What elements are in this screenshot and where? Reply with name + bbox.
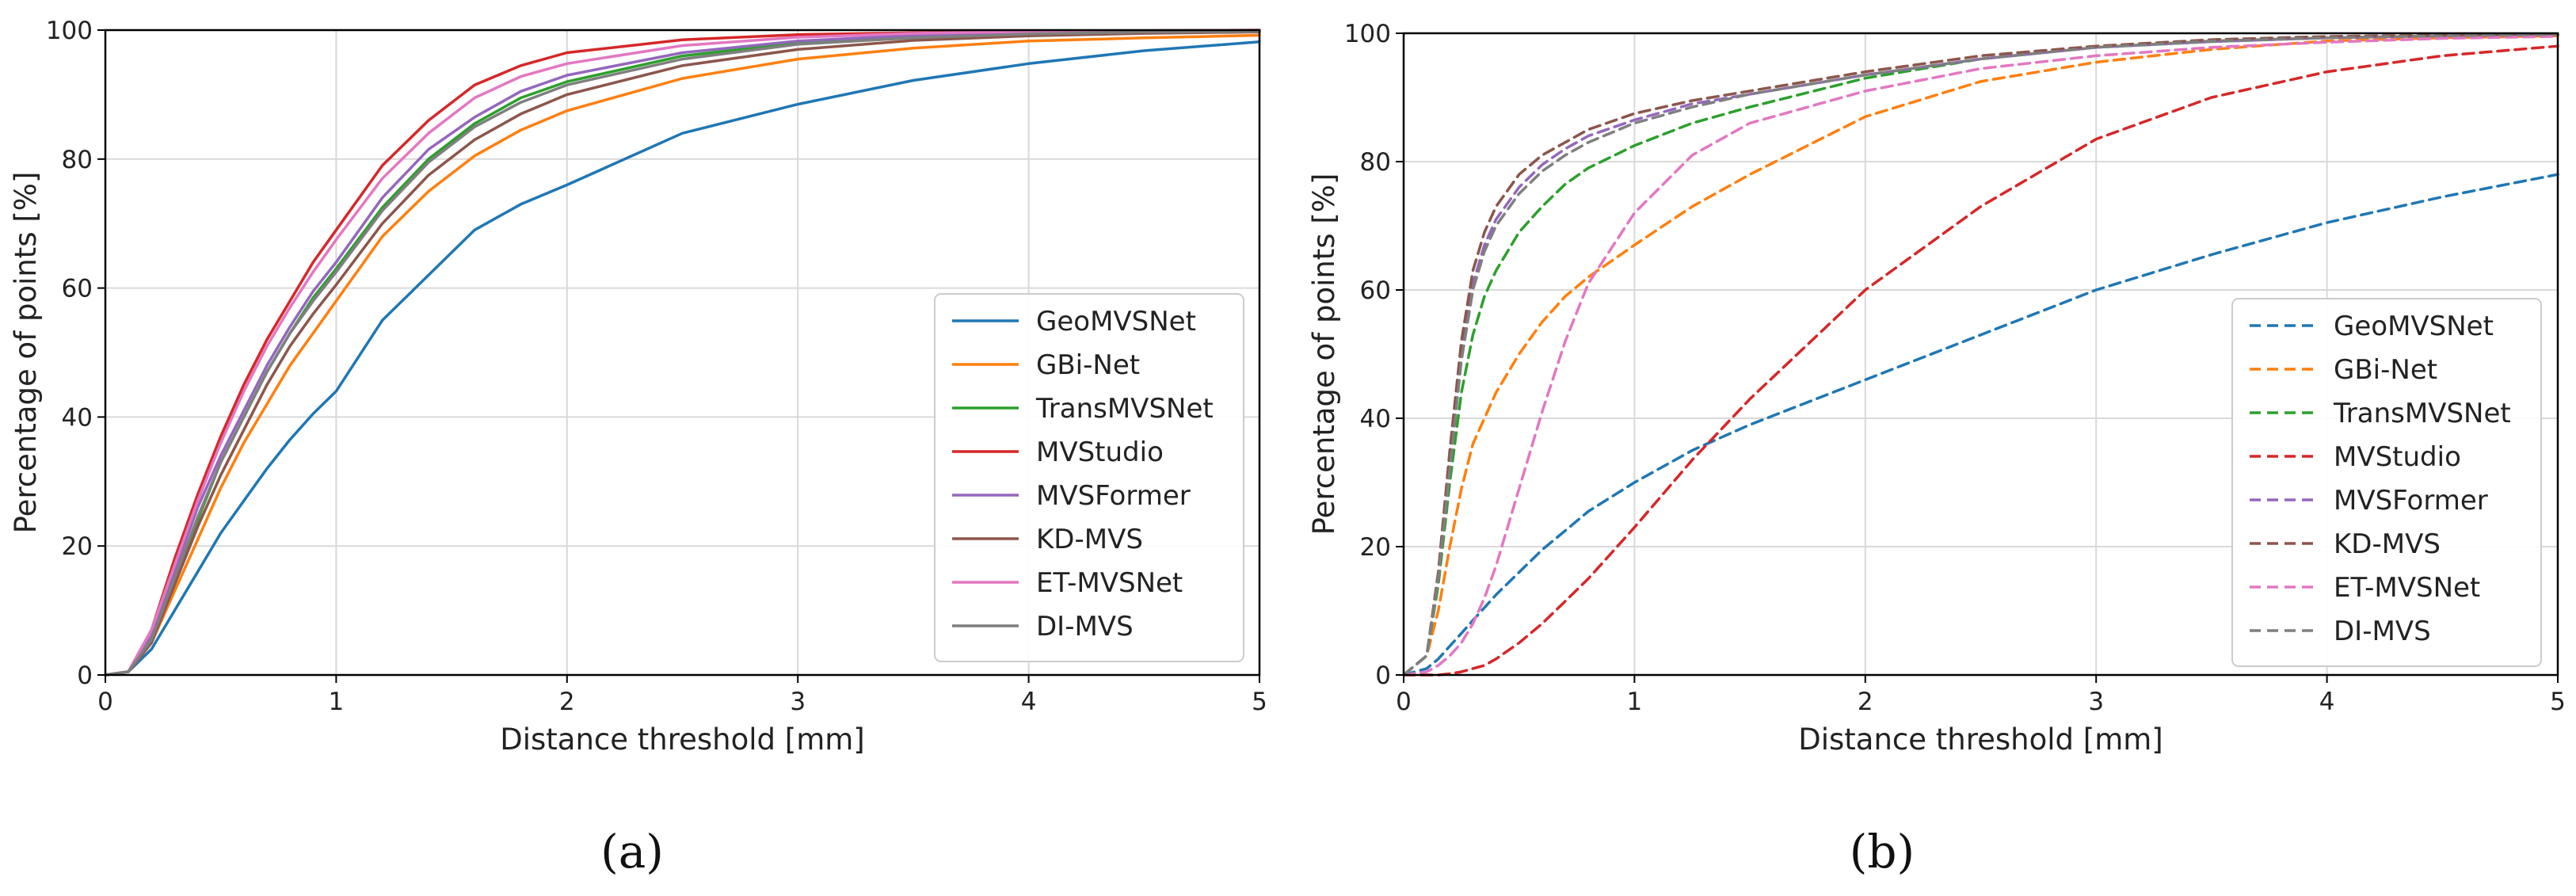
legend-label: GBi-Net [1036, 349, 1140, 381]
series-line-transmvsnet [1402, 32, 2559, 677]
series-line-mvstudio [1402, 44, 2559, 677]
legend-label: MVStudio [2334, 441, 2461, 473]
series-line-di-mvs [104, 29, 1261, 677]
legend-label: MVSFormer [1036, 480, 1191, 512]
legend-box [2231, 298, 2542, 667]
legend-label: DI-MVS [2334, 616, 2431, 647]
legend-label: ET-MVSNet [2334, 572, 2480, 604]
chart-panel-a: 0 1 2 3 4 5 0 20 40 60 80 100 Distance threshold [mm… [9, 17, 1267, 879]
legend-label: TransMVSNet [1035, 393, 1214, 425]
series-line-kd-mvs [104, 30, 1261, 677]
x-tick-label: 3 [2088, 688, 2104, 716]
series-line-mvstudio [104, 29, 1261, 677]
series-line-geomvsnet [104, 40, 1261, 677]
legend-label: GeoMVSNet [2334, 311, 2494, 342]
legend-label: KD-MVS [1036, 524, 1143, 555]
series-line-et-mvsnet [104, 29, 1261, 677]
y-tick-label: 40 [1360, 405, 1391, 433]
y-axis-label: Percentage of points [%] [9, 172, 43, 534]
series-line-geomvsnet [1402, 173, 2559, 677]
x-tick-label: 5 [1252, 688, 1267, 716]
x-axis-label: Distance threshold [mm] [500, 723, 865, 757]
plot-frame [1402, 32, 2559, 677]
line-chart-a: 0 1 2 3 4 5 0 20 40 60 80 100 Distance threshold [mm… [9, 17, 1267, 757]
caption-a: (a) [600, 825, 664, 879]
y-tick-label: 100 [46, 17, 93, 45]
x-tick-label: 2 [559, 688, 575, 716]
series-line-kd-mvs [1402, 32, 2559, 677]
legend-label: TransMVSNet [2333, 398, 2511, 429]
plot-frame [104, 29, 1261, 677]
x-tick-label: 0 [97, 688, 113, 716]
caption-b: (b) [1849, 825, 1915, 879]
x-tick-label: 3 [790, 688, 806, 716]
x-tick-label: 2 [1858, 688, 1873, 716]
y-tick-label: 80 [62, 146, 93, 174]
y-tick-label: 40 [62, 403, 93, 432]
chart-panel-b: 0 1 2 3 4 5 0 20 40 60 80 100 Distance threshold [mm… [1288, 0, 2576, 896]
y-tick-label: 100 [1344, 20, 1391, 48]
legend: GeoMVSNet GBi-Net TransMVSNet MVStudio MVSFo… [2231, 298, 2542, 667]
x-tick-label: 1 [1627, 688, 1643, 716]
legend-label: GBi-Net [2334, 354, 2437, 386]
line-chart-b: 0 1 2 3 4 5 0 20 40 60 80 100 Distance threshold [mm… [1307, 20, 2566, 757]
y-tick-label: 20 [1360, 533, 1391, 562]
series-line-di-mvs [1402, 32, 2559, 677]
y-tick-label: 80 [1360, 148, 1391, 177]
y-tick-label: 60 [1360, 276, 1391, 305]
x-axis-label: Distance threshold [mm] [1798, 723, 2163, 757]
x-tick-label: 0 [1396, 688, 1412, 716]
x-tick-label: 5 [2550, 688, 2566, 716]
series-line-gbi-net [1402, 34, 2559, 677]
x-tick-label: 1 [329, 688, 345, 716]
legend-box [934, 293, 1244, 662]
legend-label: ET-MVSNet [1036, 567, 1183, 599]
legend-label: KD-MVS [2334, 528, 2441, 560]
series-line-et-mvsnet [1402, 35, 2559, 677]
x-tick-label: 4 [1021, 688, 1037, 716]
series-line-mvsformer [104, 29, 1261, 677]
legend-label: DI-MVS [1036, 611, 1134, 642]
x-tick-label: 4 [2319, 688, 2335, 716]
y-tick-label: 20 [62, 532, 93, 561]
legend: GeoMVSNet GBi-Net TransMVSNet MVStudio MVSFo… [934, 293, 1244, 662]
legend-label: MVStudio [1036, 437, 1164, 468]
y-axis-label: Percentage of points [%] [1307, 173, 1341, 536]
y-tick-label: 60 [62, 275, 93, 303]
legend-label: MVSFormer [2334, 485, 2488, 517]
y-tick-label: 0 [1375, 662, 1391, 690]
y-tick-label: 0 [77, 662, 93, 690]
legend-label: GeoMVSNet [1036, 306, 1196, 337]
series-line-gbi-net [104, 33, 1261, 677]
